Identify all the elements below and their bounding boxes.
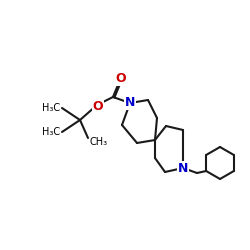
Text: CH₃: CH₃ [90, 137, 108, 147]
Text: N: N [125, 96, 135, 110]
Text: N: N [178, 162, 188, 174]
Text: O: O [116, 72, 126, 86]
Text: H₃C: H₃C [42, 127, 60, 137]
Text: H₃C: H₃C [42, 103, 60, 113]
Text: O: O [93, 100, 103, 112]
